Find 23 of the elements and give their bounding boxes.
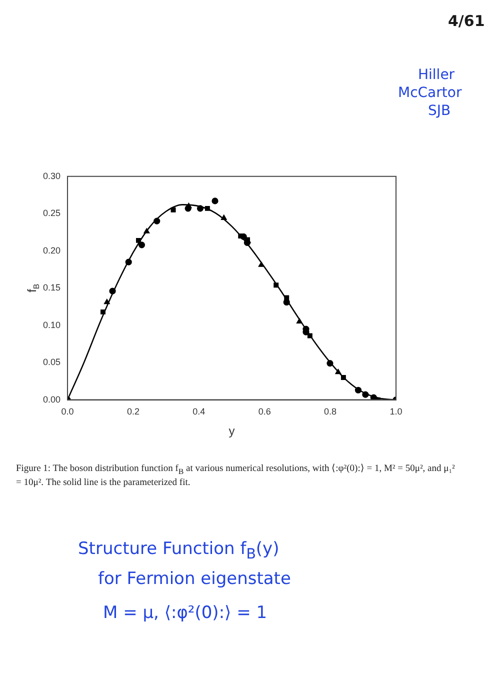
text: McCartor <box>398 84 463 102</box>
x-tick-label: 0.4 <box>192 406 206 417</box>
x-tick-label: 0.2 <box>126 406 140 417</box>
y-tick-label: 0.10 <box>42 320 61 330</box>
y-tick-label: 0.25 <box>42 208 61 218</box>
y-tick-label: 0.15 <box>42 282 61 293</box>
y-tick-label: 0.20 <box>42 245 61 256</box>
x-axis-title: y <box>228 424 235 438</box>
y-tick-label: 0.30 <box>42 170 61 181</box>
y-tick-label: 0.05 <box>42 357 61 368</box>
y-tick-label: 0.00 <box>42 394 61 404</box>
text: 4/61 <box>448 12 486 32</box>
caption: Figure 1: The boson distribution function f$_{B}$ at various numerical resolutions, with ⟨:φ²(0):⟩ = 1, M² = 50μ², and μ₁² = 10μ². The solid line is the parameterized fit. <box>16 463 456 490</box>
text: Structure Function f$_{B}$(y) <box>78 538 280 564</box>
x-tick-label: 0.6 <box>258 406 271 417</box>
text: M = μ, ⟨:φ²(0):⟩ = 1 <box>103 602 268 624</box>
text: Hiller <box>418 66 456 84</box>
x-tick-label: 0.0 <box>61 406 74 417</box>
x-tick-label: 0.8 <box>324 406 337 417</box>
text: for Fermion eigenstate <box>98 568 292 590</box>
x-tick-label: 1.0 <box>390 406 402 417</box>
y-axis-title: fB <box>25 284 41 292</box>
text: SJB <box>428 102 452 120</box>
